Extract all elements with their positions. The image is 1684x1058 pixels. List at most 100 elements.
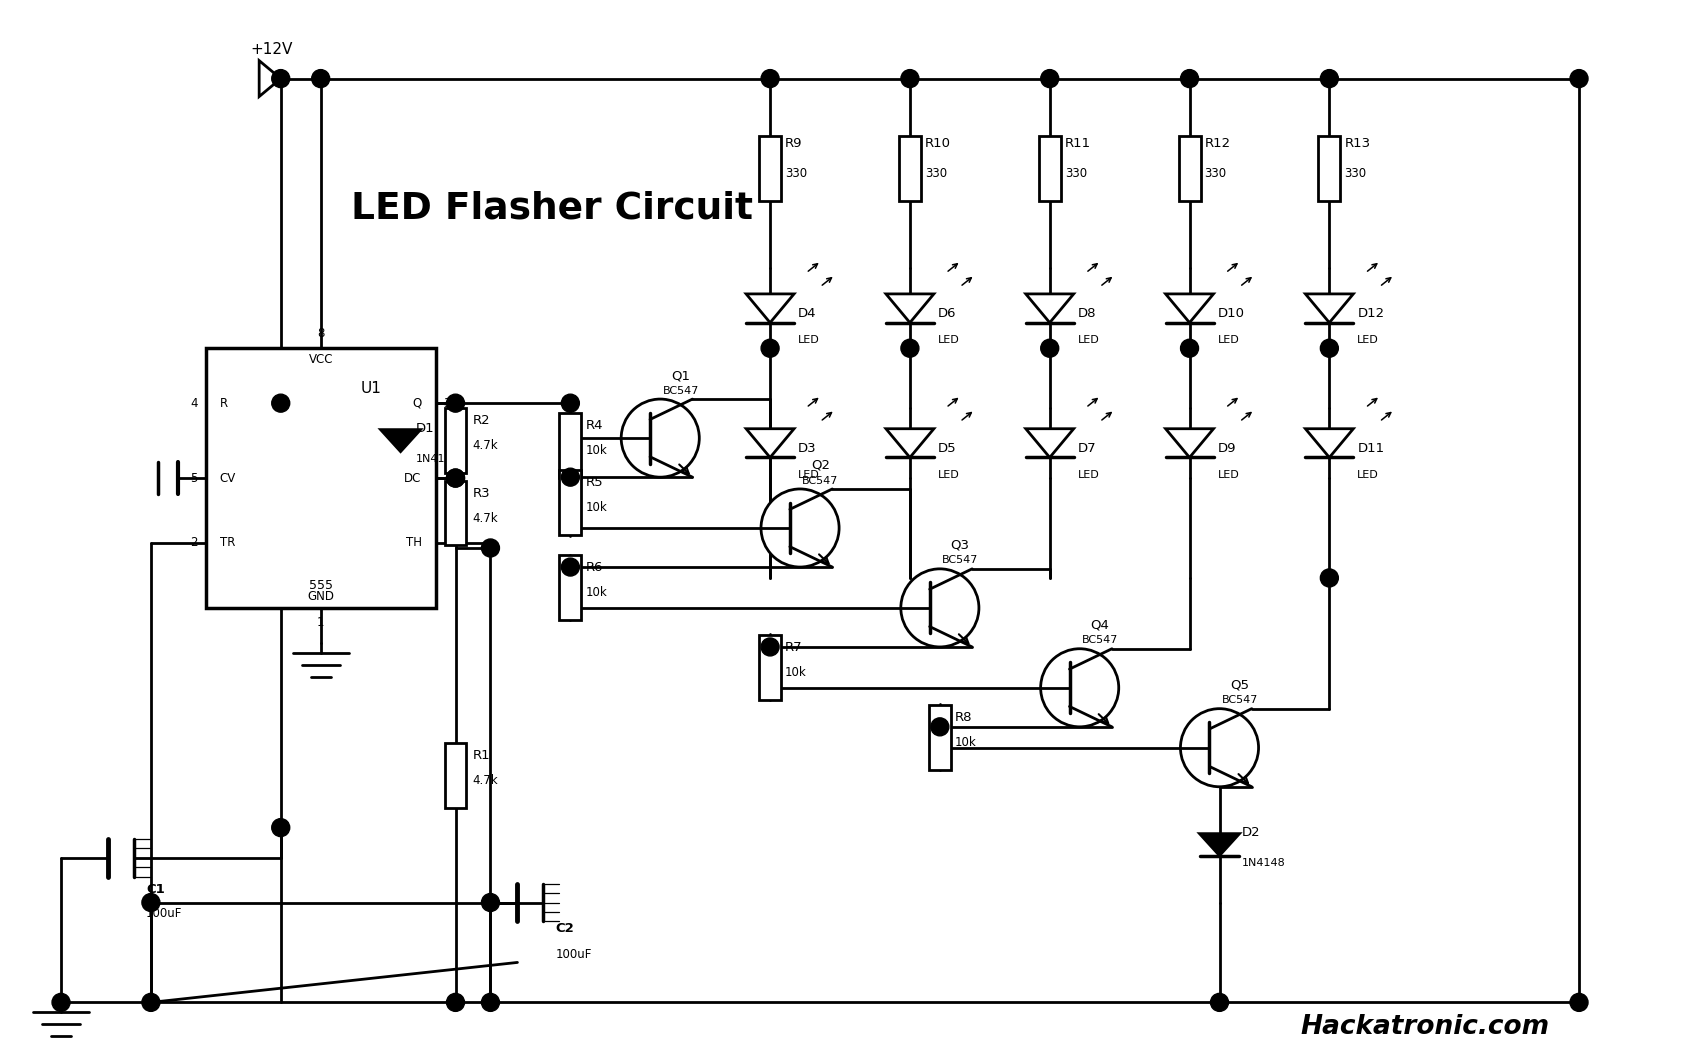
Text: 330: 330 bbox=[1064, 167, 1086, 180]
Circle shape bbox=[446, 993, 465, 1011]
Text: LED: LED bbox=[798, 470, 820, 480]
Circle shape bbox=[561, 395, 579, 413]
Circle shape bbox=[1041, 340, 1059, 358]
Circle shape bbox=[901, 569, 978, 646]
Text: R3: R3 bbox=[473, 487, 490, 499]
Text: 1N4148: 1N4148 bbox=[416, 454, 460, 463]
Bar bbox=[759, 136, 781, 201]
Bar bbox=[1179, 136, 1201, 201]
Circle shape bbox=[561, 469, 579, 487]
Polygon shape bbox=[886, 294, 935, 323]
Text: 1N4148: 1N4148 bbox=[1241, 858, 1285, 868]
Circle shape bbox=[761, 70, 780, 88]
Text: D11: D11 bbox=[1357, 441, 1384, 455]
Circle shape bbox=[52, 993, 71, 1011]
Text: LED: LED bbox=[938, 335, 960, 345]
Circle shape bbox=[1569, 70, 1588, 88]
Text: LED: LED bbox=[1357, 335, 1379, 345]
Polygon shape bbox=[1026, 428, 1074, 457]
Bar bbox=[899, 136, 921, 201]
Polygon shape bbox=[746, 294, 795, 323]
Circle shape bbox=[446, 395, 465, 413]
Text: Q5: Q5 bbox=[1231, 678, 1250, 692]
Text: U1: U1 bbox=[360, 381, 382, 396]
Text: Q3: Q3 bbox=[951, 539, 970, 552]
Circle shape bbox=[1569, 993, 1588, 1011]
Text: R2: R2 bbox=[473, 414, 490, 427]
Circle shape bbox=[446, 469, 465, 487]
Text: R5: R5 bbox=[586, 476, 603, 489]
Text: 4.7k: 4.7k bbox=[473, 773, 498, 787]
Text: D5: D5 bbox=[938, 441, 957, 455]
Circle shape bbox=[761, 638, 780, 656]
Circle shape bbox=[621, 399, 699, 477]
Circle shape bbox=[271, 70, 290, 88]
Text: TR: TR bbox=[221, 536, 236, 549]
Circle shape bbox=[1180, 340, 1199, 358]
Text: 10k: 10k bbox=[586, 586, 608, 599]
Bar bbox=[205, 348, 436, 608]
Text: BC547: BC547 bbox=[941, 555, 978, 565]
Text: R9: R9 bbox=[785, 136, 803, 150]
Circle shape bbox=[1320, 340, 1339, 358]
Polygon shape bbox=[1165, 428, 1214, 457]
Text: D2: D2 bbox=[1241, 826, 1260, 839]
Text: LED: LED bbox=[938, 470, 960, 480]
Text: D7: D7 bbox=[1078, 441, 1096, 455]
Text: BC547: BC547 bbox=[662, 386, 699, 396]
Text: R8: R8 bbox=[955, 711, 972, 724]
Text: C1: C1 bbox=[147, 882, 165, 895]
Text: D8: D8 bbox=[1078, 307, 1096, 320]
Circle shape bbox=[761, 489, 839, 567]
Text: Q2: Q2 bbox=[812, 459, 830, 472]
Text: D1: D1 bbox=[416, 422, 434, 435]
Circle shape bbox=[561, 558, 579, 576]
Circle shape bbox=[446, 469, 465, 487]
Text: LED: LED bbox=[1357, 470, 1379, 480]
Text: 7: 7 bbox=[443, 472, 451, 485]
Polygon shape bbox=[381, 430, 421, 452]
Text: R13: R13 bbox=[1344, 136, 1371, 150]
Bar bbox=[445, 408, 466, 473]
Circle shape bbox=[482, 894, 500, 912]
Text: 555: 555 bbox=[308, 580, 333, 592]
Circle shape bbox=[901, 340, 919, 358]
Text: LED: LED bbox=[798, 335, 820, 345]
Text: R6: R6 bbox=[586, 561, 603, 574]
Text: 3: 3 bbox=[443, 397, 451, 409]
Text: 330: 330 bbox=[925, 167, 946, 180]
Text: 10k: 10k bbox=[785, 665, 807, 679]
Circle shape bbox=[312, 70, 330, 88]
Circle shape bbox=[1041, 649, 1118, 727]
Text: 100uF: 100uF bbox=[556, 948, 591, 962]
Circle shape bbox=[482, 539, 500, 557]
Text: CV: CV bbox=[221, 472, 236, 485]
Bar bbox=[559, 470, 581, 535]
Text: 10k: 10k bbox=[955, 735, 977, 749]
Text: C2: C2 bbox=[556, 923, 574, 935]
Text: 330: 330 bbox=[1204, 167, 1226, 180]
Bar bbox=[445, 480, 466, 546]
Text: D12: D12 bbox=[1357, 307, 1384, 320]
Text: D4: D4 bbox=[798, 307, 817, 320]
Text: R: R bbox=[221, 397, 227, 409]
Circle shape bbox=[1320, 569, 1339, 587]
Circle shape bbox=[141, 894, 160, 912]
Text: LED: LED bbox=[1078, 470, 1100, 480]
Text: 8: 8 bbox=[317, 327, 325, 341]
Text: R1: R1 bbox=[473, 749, 490, 762]
Circle shape bbox=[931, 717, 948, 735]
Polygon shape bbox=[1305, 294, 1354, 323]
Bar bbox=[759, 635, 781, 699]
Text: 6: 6 bbox=[443, 536, 451, 549]
Circle shape bbox=[901, 70, 919, 88]
Text: R11: R11 bbox=[1064, 136, 1091, 150]
Text: LED: LED bbox=[1078, 335, 1100, 345]
Text: R12: R12 bbox=[1204, 136, 1231, 150]
Circle shape bbox=[1180, 709, 1258, 787]
Polygon shape bbox=[1165, 294, 1214, 323]
Text: D3: D3 bbox=[798, 441, 817, 455]
Text: TH: TH bbox=[406, 536, 421, 549]
Text: 4.7k: 4.7k bbox=[473, 511, 498, 525]
Text: BC547: BC547 bbox=[802, 475, 839, 486]
